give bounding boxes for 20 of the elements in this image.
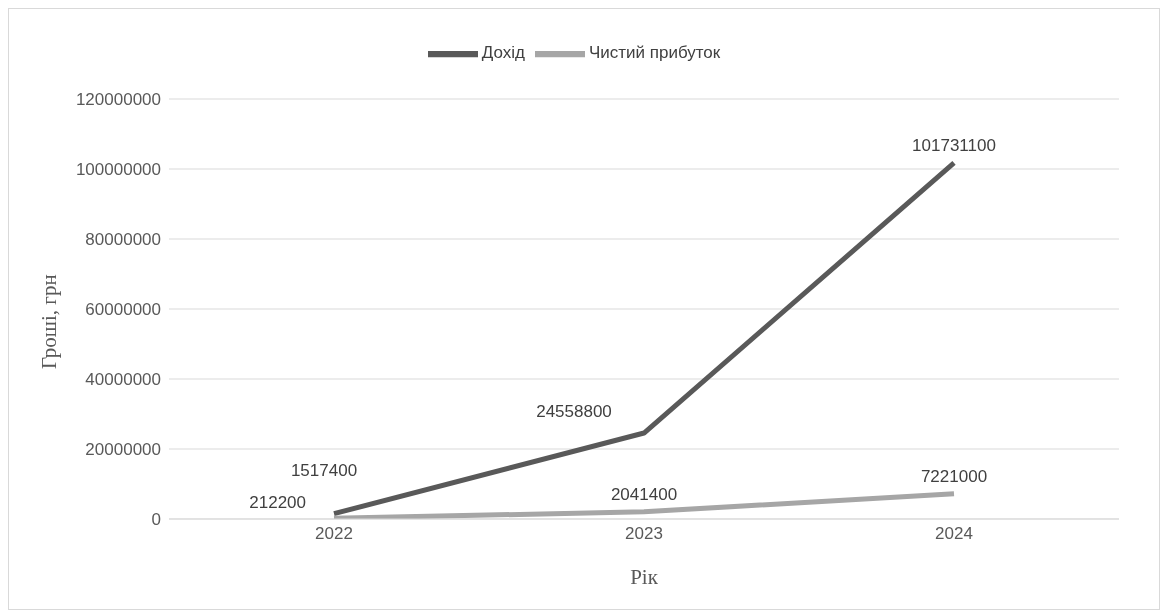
y-tick-label: 40000000 [85,370,161,390]
x-tick-label: 2023 [625,524,663,544]
data-label: 2041400 [610,484,678,504]
x-tick-label: 2022 [315,524,353,544]
y-tick-label: 80000000 [85,230,161,250]
y-axis-title: Гроші, грн [37,274,62,369]
y-tick-label: 0 [151,510,161,530]
x-tick-label: 2024 [935,524,973,544]
y-tick-label: 20000000 [85,440,161,460]
legend-label: Чистий прибуток [588,43,721,63]
y-tick-label: 100000000 [75,160,161,180]
data-label: 1517400 [290,460,358,480]
data-label: 212200 [249,493,306,513]
y-tick-label: 120000000 [75,90,161,110]
data-label: 101731100 [912,135,996,155]
legend-label: Дохід [481,43,525,63]
data-label: 24558800 [536,402,612,422]
x-axis-title: Рік [630,565,659,589]
y-tick-label: 60000000 [85,300,161,320]
data-label: 7221000 [920,466,988,486]
